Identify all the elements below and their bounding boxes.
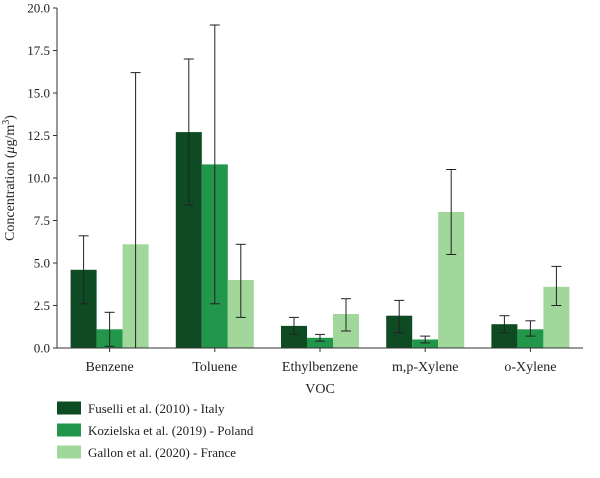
- bar: [281, 325, 307, 348]
- y-tick-label: 12.5: [27, 128, 50, 143]
- x-category-label: Ethylbenzene: [282, 360, 358, 375]
- bar: [412, 339, 439, 348]
- y-axis-title-suffix: ): [3, 115, 18, 120]
- bar: [517, 329, 544, 348]
- y-axis-title-unit: g/m: [3, 125, 18, 147]
- y-axis-title: Concentration (μg/m3): [1, 115, 18, 241]
- y-tick-label: 5.0: [34, 256, 50, 271]
- x-category-label: Benzene: [85, 360, 133, 375]
- y-axis-title-mu: μ: [3, 146, 18, 154]
- legend-swatch: [57, 423, 81, 437]
- y-tick-label: 17.5: [27, 43, 50, 58]
- y-tick-label: 2.5: [34, 298, 50, 313]
- legend-label: Kozielska et al. (2019) - Poland: [88, 423, 254, 438]
- bar: [491, 324, 518, 348]
- legend-swatch: [57, 401, 81, 415]
- x-category-label: Toluene: [192, 360, 237, 375]
- y-tick-label: 10.0: [27, 171, 50, 186]
- error-bars-layer: [78, 24, 562, 349]
- y-tick-label: 0.0: [34, 341, 50, 356]
- bars-layer: [70, 132, 570, 348]
- y-tick-label: 15.0: [27, 86, 50, 101]
- x-category-label: m,p-Xylene: [392, 360, 458, 375]
- bar: [307, 337, 333, 348]
- y-ticks-layer: 0.0 2.5 5.0 7.5 10.0 12.5 15.0 17.5 20.0: [27, 1, 57, 356]
- legend-swatch: [57, 445, 81, 459]
- legend-label: Fuselli et al. (2010) - Italy: [88, 401, 225, 416]
- y-tick-label: 7.5: [34, 213, 50, 228]
- legend: Fuselli et al. (2010) - Italy Kozielska e…: [57, 401, 254, 460]
- x-category-labels-layer: Benzene Toluene Ethylbenzene m,p-Xylene o-Xy…: [85, 360, 556, 375]
- y-tick-label: 20.0: [27, 1, 50, 16]
- x-axis-title: VOC: [305, 382, 335, 397]
- y-axis-title-prefix: Concentration (: [3, 153, 18, 241]
- y-axis-title-sup: 3: [1, 120, 12, 125]
- x-category-label: o-Xylene: [504, 360, 556, 375]
- legend-label: Gallon et al. (2020) - France: [88, 445, 236, 460]
